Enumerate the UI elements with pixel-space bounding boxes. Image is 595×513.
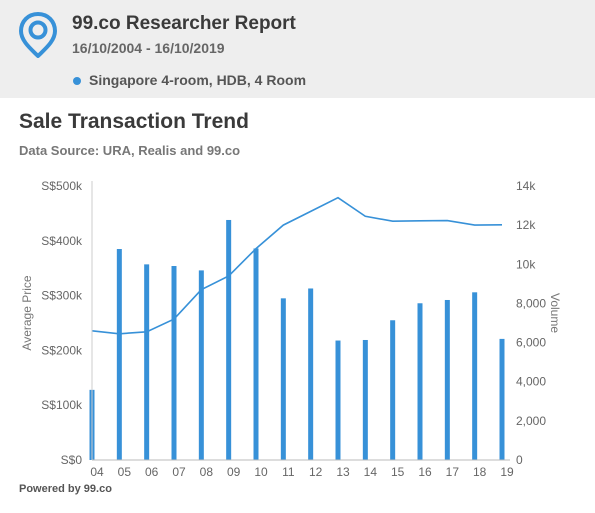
- y2-tick-label: 4,000: [516, 375, 546, 389]
- bar-08: [198, 270, 204, 460]
- y2-tick-label: 14k: [516, 179, 536, 193]
- chart-title: Sale Transaction Trend: [19, 110, 249, 133]
- x-tick-label: 06: [145, 465, 159, 479]
- y-tick-label: S$300k: [41, 289, 83, 303]
- report-date-range: 16/10/2004 - 16/10/2019: [72, 40, 225, 56]
- y2-tick-label: 10k: [516, 257, 536, 271]
- bar-17: [444, 299, 450, 460]
- bar-07: [171, 266, 177, 460]
- x-tick-label: 16: [418, 465, 432, 479]
- volume-line: [91, 196, 503, 335]
- x-tick-label: 13: [336, 465, 350, 479]
- bar-15: [390, 320, 396, 460]
- bar-10: [253, 248, 259, 460]
- x-tick-label: 12: [309, 465, 323, 479]
- legend-dot-icon: [73, 77, 81, 85]
- bar-13: [335, 340, 341, 460]
- x-tick-label: 17: [446, 465, 460, 479]
- location-pin-icon: [19, 12, 57, 58]
- y2-tick-label: 2,000: [516, 414, 546, 428]
- x-tick-label: 09: [227, 465, 241, 479]
- powered-by: Powered by 99.co: [19, 483, 112, 495]
- report-title: 99.co Researcher Report: [72, 13, 296, 34]
- y2-tick-label: 0: [516, 453, 523, 467]
- bar-18: [472, 292, 478, 460]
- y-tick-label: S$500k: [41, 179, 83, 193]
- x-tick-label: 15: [391, 465, 405, 479]
- bar-11: [280, 298, 286, 460]
- y-tick-label: S$400k: [41, 234, 83, 248]
- x-tick-label: 19: [500, 465, 514, 479]
- y2-tick-label: 12k: [516, 218, 536, 232]
- chart-subtitle: Data Source: URA, Realis and 99.co: [19, 143, 241, 158]
- bar-12: [308, 288, 314, 460]
- y-tick-label: S$0: [61, 453, 83, 467]
- x-tick-label: 05: [118, 465, 132, 479]
- x-tick-label: 18: [473, 465, 487, 479]
- bar-09: [226, 219, 232, 460]
- x-tick-label: 07: [172, 465, 186, 479]
- y2-tick-label: 6,000: [516, 336, 546, 350]
- y-tick-label: S$200k: [41, 343, 83, 357]
- x-tick-label: 08: [200, 465, 214, 479]
- bar-05: [116, 249, 122, 460]
- y2-axis-title: Volume: [548, 293, 562, 333]
- bar-06: [144, 264, 150, 460]
- bar-19: [499, 338, 505, 460]
- x-tick-label: 11: [282, 465, 295, 479]
- bar-14: [362, 339, 368, 460]
- x-tick-label: 04: [90, 465, 104, 479]
- x-tick-label: 10: [254, 465, 268, 479]
- y-axis-title: Average Price: [20, 275, 34, 350]
- y2-tick-label: 8,000: [516, 296, 546, 310]
- sale-transaction-chart: S$0 S$100k S$200k S$300k S$400k S$500k 0 2,000 4…: [20, 179, 562, 479]
- x-tick-label: 14: [364, 465, 378, 479]
- legend-label: Singapore 4-room, HDB, 4 Room: [89, 72, 307, 88]
- y-tick-label: S$100k: [41, 398, 83, 412]
- report-header: 99.co Researcher Report 16/10/2004 - 16/…: [0, 0, 595, 98]
- bar-16: [417, 303, 423, 460]
